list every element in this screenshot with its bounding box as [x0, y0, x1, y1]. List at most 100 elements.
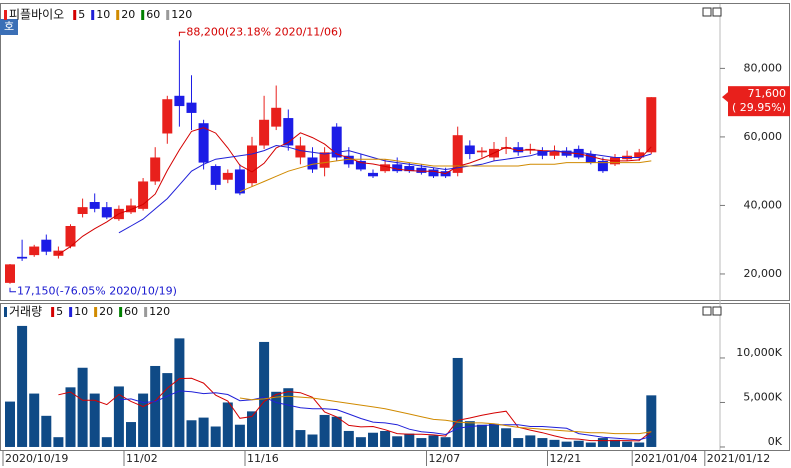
annotation: 17,150(-76.05% 2020/10/19) [17, 285, 177, 298]
y-tick-label: 40,000 [744, 198, 783, 211]
legend-marker [51, 307, 55, 317]
volume-bar [331, 416, 342, 447]
volume-bar [247, 411, 257, 447]
y-tick-label: 5,000K [743, 390, 782, 403]
candle-body [355, 160, 366, 170]
candle-body [186, 102, 197, 113]
candle-body [634, 152, 645, 158]
volume-bar [17, 325, 28, 447]
volume-bar [392, 436, 403, 447]
y-tick-label: 60,000 [744, 130, 783, 143]
legend-label: 10 [96, 8, 110, 21]
candle-body [416, 167, 427, 173]
candle-body [404, 166, 415, 172]
moving-average [239, 158, 652, 193]
candle-body [380, 164, 391, 172]
volume-bar [440, 437, 451, 447]
volume-bar [307, 434, 318, 447]
legend-marker [69, 307, 73, 317]
candle-body [597, 160, 608, 172]
panel-title: 거래량 [9, 305, 42, 319]
legend-label: 5 [56, 305, 63, 318]
title-marker [4, 10, 7, 20]
legend-label: 60 [146, 8, 160, 21]
panel-button[interactable] [702, 7, 712, 17]
candle-body [283, 118, 294, 146]
candle-body [29, 246, 40, 256]
x-tick-label: 2021/01/12 [707, 452, 770, 465]
volume-bar [646, 395, 657, 447]
volume-bar [597, 438, 608, 447]
volume-bar [150, 365, 161, 447]
candle-body [77, 207, 88, 215]
title-marker [4, 307, 7, 317]
volume-bar [501, 428, 512, 447]
legend-label: 20 [99, 305, 113, 318]
candle-body [537, 150, 548, 156]
annotation: 88,200(23.18% 2020/11/06) [186, 25, 342, 38]
volume-bar [53, 437, 64, 447]
x-tick-label: 11/02 [126, 452, 158, 465]
moving-average [118, 390, 652, 441]
volume-bar [126, 422, 136, 447]
x-tick-label: 12/21 [550, 452, 582, 465]
volume-bar [41, 415, 52, 447]
candle-body [41, 239, 52, 252]
volume-bar [29, 393, 40, 447]
volume-bar [186, 420, 197, 447]
volume-bar [5, 401, 15, 447]
candle-body [295, 145, 306, 158]
volume-bar [259, 341, 270, 447]
legend-label: 20 [121, 8, 135, 21]
badge[interactable]: 호 [4, 20, 14, 33]
volume-bar [89, 393, 100, 447]
volume-bar [585, 442, 596, 447]
legend-marker [116, 10, 120, 20]
panel-button[interactable] [712, 7, 722, 17]
volume-bar [404, 433, 415, 447]
volume-bar [65, 387, 76, 447]
y-tick-label: 20,000 [744, 267, 783, 280]
volume-bar [380, 430, 391, 447]
volume-bar [537, 438, 548, 447]
x-tick-label: 2020/10/19 [5, 452, 68, 465]
candle-body [210, 166, 221, 185]
candle-body [343, 155, 354, 165]
candle-body [101, 207, 112, 218]
panel-button[interactable] [712, 306, 722, 316]
candle-body [513, 147, 524, 153]
candle-body [65, 225, 76, 247]
volume-bar [113, 386, 124, 447]
panel-button[interactable] [702, 306, 712, 316]
candle-body [549, 150, 560, 156]
volume-bar [452, 357, 463, 447]
price-box [728, 86, 790, 117]
candle-body [138, 181, 149, 209]
price-pointer [722, 92, 728, 103]
volume-bar [525, 435, 536, 447]
candle-body [247, 145, 257, 184]
candle-body [234, 169, 245, 194]
moving-average [58, 377, 652, 442]
volume-bar [101, 437, 112, 447]
volume-bar [428, 435, 439, 447]
legend-marker [73, 10, 77, 20]
y-tick-label: 0K [768, 435, 783, 448]
candle-body [89, 202, 100, 209]
panel-title: 피플바이오 [9, 8, 64, 22]
candle-body [585, 154, 596, 163]
legend-label: 120 [149, 305, 170, 318]
last-price: 71,600 [748, 87, 787, 100]
volume-bar [234, 424, 245, 447]
volume-bar [162, 373, 173, 447]
legend-marker [94, 307, 98, 317]
legend-label: 60 [124, 305, 138, 318]
volume-bar [355, 437, 366, 447]
volume-bar [489, 423, 499, 447]
volume-bar [549, 439, 560, 447]
badge-box[interactable] [0, 19, 18, 35]
x-tick-label: 2021/01/04 [634, 452, 697, 465]
legend-label: 5 [78, 8, 85, 21]
candle-body [162, 99, 173, 134]
legend-marker [141, 10, 145, 20]
